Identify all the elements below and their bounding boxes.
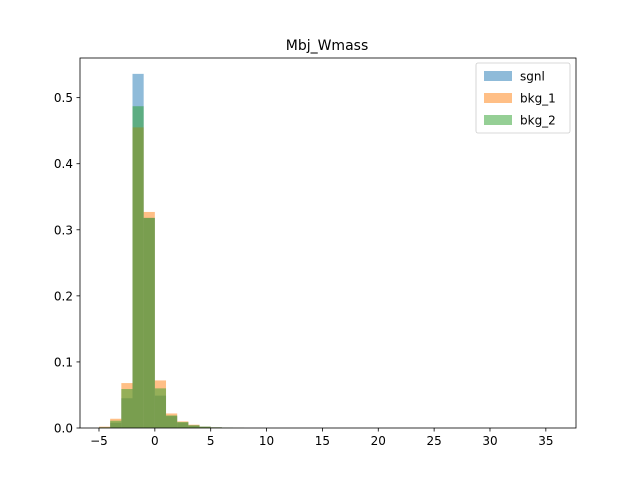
- bar-bkg_2-bin-7: [177, 422, 189, 428]
- bar-bkg_2-bin-5: [154, 388, 167, 428]
- legend-swatch-bkg_1: [484, 93, 512, 103]
- x-tick-label: 35: [538, 434, 553, 448]
- y-tick-label: 0.1: [54, 355, 73, 369]
- x-axis-ticks: −5 0 5 10 15 20 25 30 35: [90, 428, 553, 448]
- legend-label-bkg_1: bkg_1: [520, 92, 556, 106]
- bar-bkg_2-bin-2: [121, 389, 133, 428]
- y-tick-label: 0.3: [54, 223, 73, 237]
- chart-title: Mbj_Wmass: [286, 38, 369, 54]
- legend: sgnl bkg_1 bkg_2: [475, 62, 571, 134]
- bar-bkg_2-bin-1: [110, 420, 122, 428]
- bar-bkg_2-bin-8: [188, 425, 200, 428]
- x-tick-label: 25: [426, 434, 441, 448]
- legend-swatch-sgnl: [484, 71, 512, 81]
- x-tick-label: 15: [315, 434, 330, 448]
- y-tick-label: 0.2: [54, 289, 73, 303]
- legend-swatch-bkg_2: [484, 115, 512, 125]
- bar-bkg_2-bin-9: [199, 426, 211, 428]
- bar-bkg_2-bin-6: [166, 415, 178, 428]
- y-tick-label: 0.0: [54, 422, 73, 436]
- x-tick-label: 10: [259, 434, 274, 448]
- bar-bkg_2-bin-3: [132, 106, 144, 428]
- axes-frame: [79, 57, 577, 429]
- x-tick-label: 30: [482, 434, 497, 448]
- histogram-bars: [98, 73, 245, 429]
- x-tick-label: −5: [90, 434, 108, 448]
- y-tick-label: 0.4: [54, 157, 73, 171]
- y-axis-ticks: 0.0 0.1 0.2 0.3 0.4 0.5: [54, 91, 80, 436]
- legend-label-bkg_2: bkg_2: [520, 114, 556, 128]
- bar-bkg_2-bin-4: [143, 217, 155, 428]
- y-tick-label: 0.5: [54, 91, 73, 105]
- legend-label-sgnl: sgnl: [520, 70, 545, 84]
- x-tick-label: 5: [207, 434, 215, 448]
- x-tick-label: 20: [371, 434, 386, 448]
- x-tick-label: 0: [151, 434, 159, 448]
